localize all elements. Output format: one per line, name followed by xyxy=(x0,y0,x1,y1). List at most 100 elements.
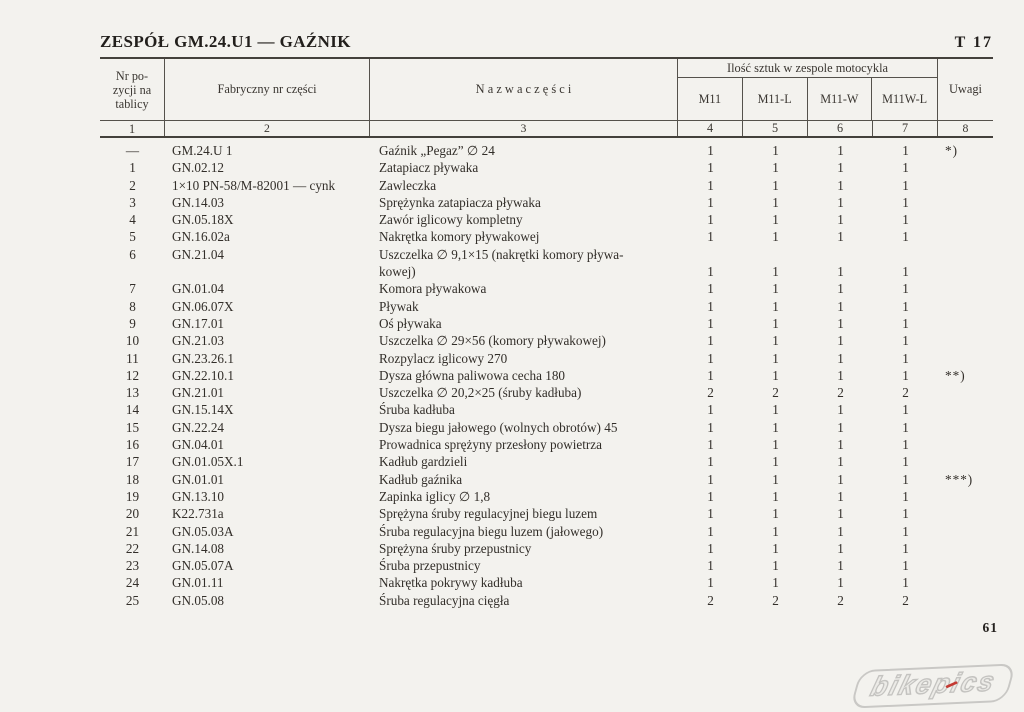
row-qty-m11-w: 1 xyxy=(837,506,844,522)
row-qty-m11-w: 1 xyxy=(837,575,844,591)
row-factory-part-number: GN.05.03A xyxy=(172,523,234,539)
row-position-number: 18 xyxy=(125,471,140,487)
row-part-name: Komora pływakowa xyxy=(379,281,487,297)
row-qty-m11-w: 1 xyxy=(837,367,844,383)
row-qty-m11-l: 1 xyxy=(772,264,779,280)
row-factory-part-number: GN.02.12 xyxy=(172,160,225,176)
row-factory-part-number: GN.13.10 xyxy=(172,488,225,504)
watermark-text: bikepics xyxy=(867,665,1001,702)
row-position-number: — xyxy=(125,143,140,158)
header-part-name: N a z w a c z ę ś c i xyxy=(370,59,678,120)
row-qty-m11-w: 1 xyxy=(837,419,844,435)
row-qty-m11-l: 2 xyxy=(772,385,779,401)
row-qty-m11-l: 1 xyxy=(772,488,779,504)
row-qty-m11w-l: 1 xyxy=(902,143,909,158)
row-part-name: Nakrętka pokrywy kadłuba xyxy=(379,575,523,591)
row-qty-m11w-l: 1 xyxy=(902,281,909,297)
row-qty-m11-w: 1 xyxy=(837,177,844,193)
row-qty-m11-l: 1 xyxy=(772,419,779,435)
column-number-6: 6 xyxy=(808,121,873,136)
row-qty-m11w-l: 2 xyxy=(902,385,909,401)
column-number-2: 2 xyxy=(165,121,370,136)
row-qty-m11: 1 xyxy=(707,160,714,176)
row-qty-m11-l: 1 xyxy=(772,506,779,522)
row-qty-m11w-l: 1 xyxy=(902,177,909,193)
row-position-number: 10 xyxy=(125,333,140,349)
row-qty-m11-w: 1 xyxy=(837,523,844,539)
row-qty-m11-w: 1 xyxy=(837,454,844,470)
row-qty-m11: 1 xyxy=(707,540,714,556)
row-qty-m11-l: 1 xyxy=(772,350,779,366)
row-qty-m11-w: 1 xyxy=(837,194,844,210)
row-qty-m11-l: 1 xyxy=(772,437,779,453)
row-part-name: Sprężyna śruby przepustnicy xyxy=(379,540,532,556)
row-part-name: Uszczelka ∅ 20,2×25 (śruby kadłuba) xyxy=(379,385,582,401)
row-factory-part-number: 1×10 PN-58/M-82001 — cynk xyxy=(172,177,336,193)
row-qty-m11-l: 1 xyxy=(772,194,779,210)
row-qty-m11w-l: 1 xyxy=(902,540,909,556)
row-qty-m11-w: 1 xyxy=(837,437,844,453)
row-position-number: 16 xyxy=(125,437,140,453)
row-position-number: 2 xyxy=(129,177,136,193)
row-part-name: Oś pływaka xyxy=(379,315,442,331)
row-qty-m11-w: 1 xyxy=(837,264,844,280)
row-qty-m11-l: 1 xyxy=(772,160,779,176)
row-qty-m11-l: 1 xyxy=(772,212,779,228)
row-qty-m11: 1 xyxy=(707,367,714,383)
row-qty-m11-l: 1 xyxy=(772,471,779,487)
bikepics-watermark: bikepics xyxy=(849,663,1017,709)
row-qty-m11-l: 1 xyxy=(772,298,779,314)
row-qty-m11: 1 xyxy=(707,558,714,574)
row-qty-m11-w: 1 xyxy=(837,333,844,349)
row-qty-m11-w: 1 xyxy=(837,402,844,418)
row-qty-m11: 1 xyxy=(707,350,714,366)
row-position-number: 3 xyxy=(129,194,136,210)
row-qty-m11-l: 1 xyxy=(772,558,779,574)
row-factory-part-number: GN.22.10.1 xyxy=(172,367,234,383)
row-qty-m11-l: 1 xyxy=(772,333,779,349)
row-part-name: Uszczelka ∅ 29×56 (komory pływakowej) xyxy=(379,333,606,349)
page-title: ZESPÓŁ GM.24.U1 — GAŹNIK xyxy=(100,32,351,51)
row-part-name: Kadłub gardzieli xyxy=(379,454,468,470)
row-factory-part-number: GN.22.24 xyxy=(172,419,225,435)
row-qty-m11w-l: 1 xyxy=(902,212,909,228)
column-number-1: 1 xyxy=(100,121,165,136)
header-factory-part-number: Fabryczny nr części xyxy=(165,59,370,120)
row-position-number: 15 xyxy=(125,419,140,435)
row-qty-m11-l: 1 xyxy=(772,540,779,556)
row-qty-m11-l: 1 xyxy=(772,523,779,539)
row-qty-m11w-l: 1 xyxy=(902,333,909,349)
row-factory-part-number: GN.14.03 xyxy=(172,194,225,210)
header-model-m11-w: M11-W xyxy=(808,78,873,120)
row-qty-m11-w: 1 xyxy=(837,298,844,314)
row-qty-m11: 1 xyxy=(707,315,714,331)
row-factory-part-number: GN.04.01 xyxy=(172,437,225,453)
column-number-7: 7 xyxy=(873,121,938,136)
row-position-number: 14 xyxy=(125,402,140,418)
row-position-number: 12 xyxy=(125,367,140,383)
row-position-number: 24 xyxy=(125,575,140,591)
row-qty-m11: 1 xyxy=(707,506,714,522)
row-qty-m11w-l: 1 xyxy=(902,350,909,366)
row-qty-m11-l: 1 xyxy=(772,454,779,470)
row-part-name: Zawór iglicowy kompletny xyxy=(379,212,523,228)
row-factory-part-number: GN.21.01 xyxy=(172,385,225,401)
watermark-outline-box: bikepics xyxy=(849,663,1017,709)
row-qty-m11: 1 xyxy=(707,177,714,193)
row-qty-m11: 1 xyxy=(707,298,714,314)
row-qty-m11-w: 1 xyxy=(837,488,844,504)
table-reference-label: T 17 xyxy=(954,34,993,51)
row-qty-m11: 1 xyxy=(707,437,714,453)
row-position-number: 13 xyxy=(125,385,140,401)
row-position-number: 7 xyxy=(129,281,136,297)
row-qty-m11-l: 1 xyxy=(772,143,779,158)
row-part-name: Gaźnik „Pegaz” ∅ 24 xyxy=(379,143,495,158)
column-number-4: 4 xyxy=(678,121,743,136)
row-factory-part-number: GN.01.05X.1 xyxy=(172,454,244,470)
row-position-number: 19 xyxy=(125,488,140,504)
row-position-number: 8 xyxy=(129,298,136,314)
row-qty-m11: 1 xyxy=(707,281,714,297)
row-qty-m11: 2 xyxy=(707,592,714,608)
row-qty-m11-w: 1 xyxy=(837,229,844,245)
